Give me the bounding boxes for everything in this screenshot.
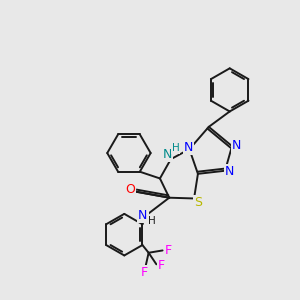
- Text: O: O: [126, 183, 135, 196]
- Text: N: N: [138, 209, 148, 222]
- Text: N: N: [184, 141, 193, 154]
- Text: H: H: [148, 216, 156, 226]
- Text: N: N: [225, 165, 234, 178]
- Text: N: N: [232, 139, 242, 152]
- Text: N: N: [163, 148, 172, 161]
- Text: S: S: [194, 196, 202, 209]
- Text: F: F: [165, 244, 172, 257]
- Text: H: H: [172, 143, 179, 153]
- Text: F: F: [141, 266, 148, 279]
- Text: F: F: [158, 259, 165, 272]
